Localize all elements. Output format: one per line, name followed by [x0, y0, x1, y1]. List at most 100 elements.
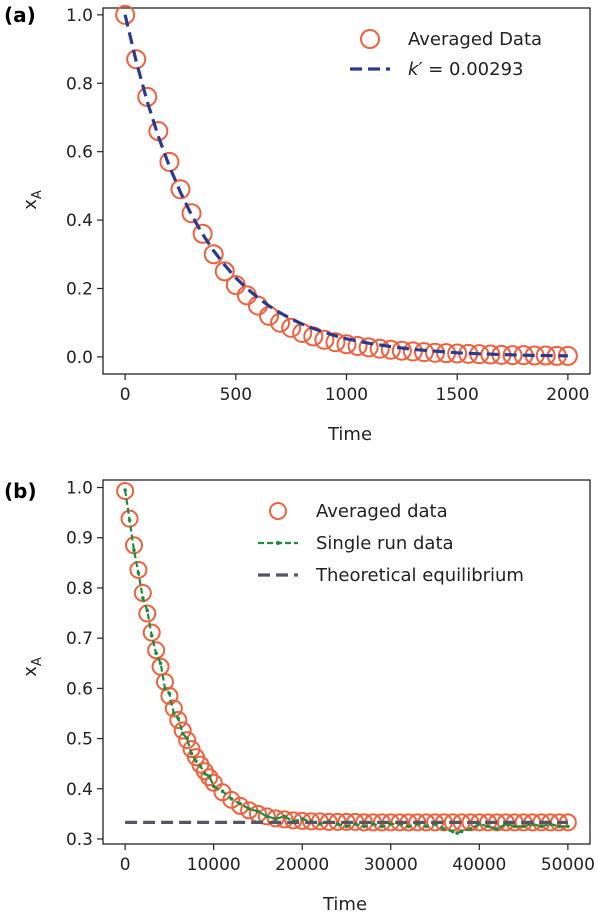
data-point [318, 822, 322, 826]
data-point [181, 203, 202, 224]
data-point [145, 608, 150, 613]
data-point [336, 334, 357, 355]
data-point [231, 796, 250, 815]
data-point [358, 337, 379, 358]
data-point [185, 736, 189, 741]
legend-marker-dot [276, 541, 280, 545]
data-point [198, 764, 203, 768]
data-point [325, 332, 346, 353]
data-point [126, 49, 147, 70]
y-tick-label: 0.6 [66, 679, 93, 699]
data-point [539, 824, 544, 829]
data-point [447, 343, 468, 364]
data-point [160, 686, 179, 705]
y-tick-label: 0.4 [66, 211, 93, 231]
y-tick-label: 0.3 [66, 830, 93, 850]
legend-label: Averaged data [316, 501, 448, 522]
data-point [207, 774, 212, 779]
data-point [123, 488, 127, 492]
data-point [176, 716, 181, 721]
data-point [347, 335, 368, 356]
data-point [292, 322, 313, 343]
data-point [337, 812, 356, 831]
data-point [369, 338, 390, 359]
data-point [159, 151, 180, 172]
y-tick-label: 0.7 [66, 629, 93, 649]
y-axis-label: xA [20, 657, 45, 677]
data-point [335, 822, 340, 826]
x-tick-label: 500 [220, 385, 252, 405]
panel-label: (b) [4, 479, 37, 503]
data-point [566, 824, 570, 829]
data-point [512, 824, 517, 829]
y-axis-label-main: x [20, 666, 41, 677]
chart-panel-b: (b) 0 10000 20000 30000 40000 500000.30.40.50… [4, 479, 595, 915]
series-line [123, 14, 568, 358]
data-point [195, 762, 214, 781]
data-point [388, 822, 393, 826]
data-point [468, 827, 473, 831]
data-point [172, 711, 176, 716]
data-point [319, 812, 338, 831]
data-point [406, 824, 411, 829]
data-point [266, 809, 285, 828]
data-point [229, 797, 234, 801]
data-point [192, 223, 213, 244]
data-point [300, 817, 305, 821]
y-tick-label: 0.0 [66, 348, 93, 368]
data-point [486, 824, 490, 829]
y-tick-label: 0.6 [66, 143, 93, 163]
plot-area: 0 500 1000 1500 2000 0.0 0.2 0.4 0.6 0.8 1.0 Averag… [66, 4, 591, 405]
x-tick-label: 0 [120, 855, 131, 875]
y-tick-label: 0.8 [66, 579, 93, 599]
plot-area: 0 10000 20000 30000 40000 50000 0.3 0.4 0.5 0.6 0.… [66, 479, 595, 875]
legend-label-rest: = 0.00293 [423, 59, 524, 80]
data-point [211, 784, 216, 789]
data-point [222, 790, 241, 809]
data-point [138, 604, 157, 623]
data-point [203, 244, 224, 265]
y-axis-label-main: x [20, 199, 41, 210]
legend-label: k′ = 0.00293 [408, 59, 523, 80]
y-tick-label: 0.2 [66, 279, 93, 299]
x-tick-label: 1000 [325, 385, 368, 405]
data-point [257, 807, 276, 826]
data-point [173, 721, 192, 740]
data-point [194, 759, 198, 763]
y-tick-label: 0.9 [66, 529, 93, 549]
data-point [142, 623, 161, 642]
data-point [203, 771, 207, 776]
data-point [521, 824, 526, 829]
data-point [353, 822, 358, 826]
data-point [129, 560, 148, 579]
data-point [154, 651, 158, 656]
legend-label: Averaged Data [408, 29, 542, 50]
data-point [136, 571, 141, 575]
data-point [147, 641, 166, 660]
x-tick-label: 20000 [275, 855, 329, 875]
data-point [169, 710, 188, 729]
y-axis-label-sub: A [30, 657, 45, 666]
y-tick-label: 0.8 [66, 74, 93, 94]
data-point [238, 802, 243, 806]
legend-marker [269, 502, 287, 520]
y-axis-label: xA [20, 190, 45, 210]
data-point [273, 817, 278, 821]
data-point [362, 824, 367, 829]
data-point [247, 807, 251, 811]
panel-label: (a) [4, 3, 36, 27]
data-point [344, 824, 349, 829]
x-tick-label: 0 [120, 385, 131, 405]
data-point [167, 691, 172, 696]
data-point [170, 179, 191, 200]
data-point [408, 813, 427, 832]
legend-label: Single run data [316, 533, 454, 554]
x-tick-label: 40000 [452, 855, 506, 875]
data-point [247, 295, 268, 316]
data-point [455, 831, 459, 835]
x-tick-label: 50000 [541, 855, 595, 875]
data-point [163, 686, 167, 691]
data-point [424, 824, 428, 829]
data-point [314, 329, 335, 350]
